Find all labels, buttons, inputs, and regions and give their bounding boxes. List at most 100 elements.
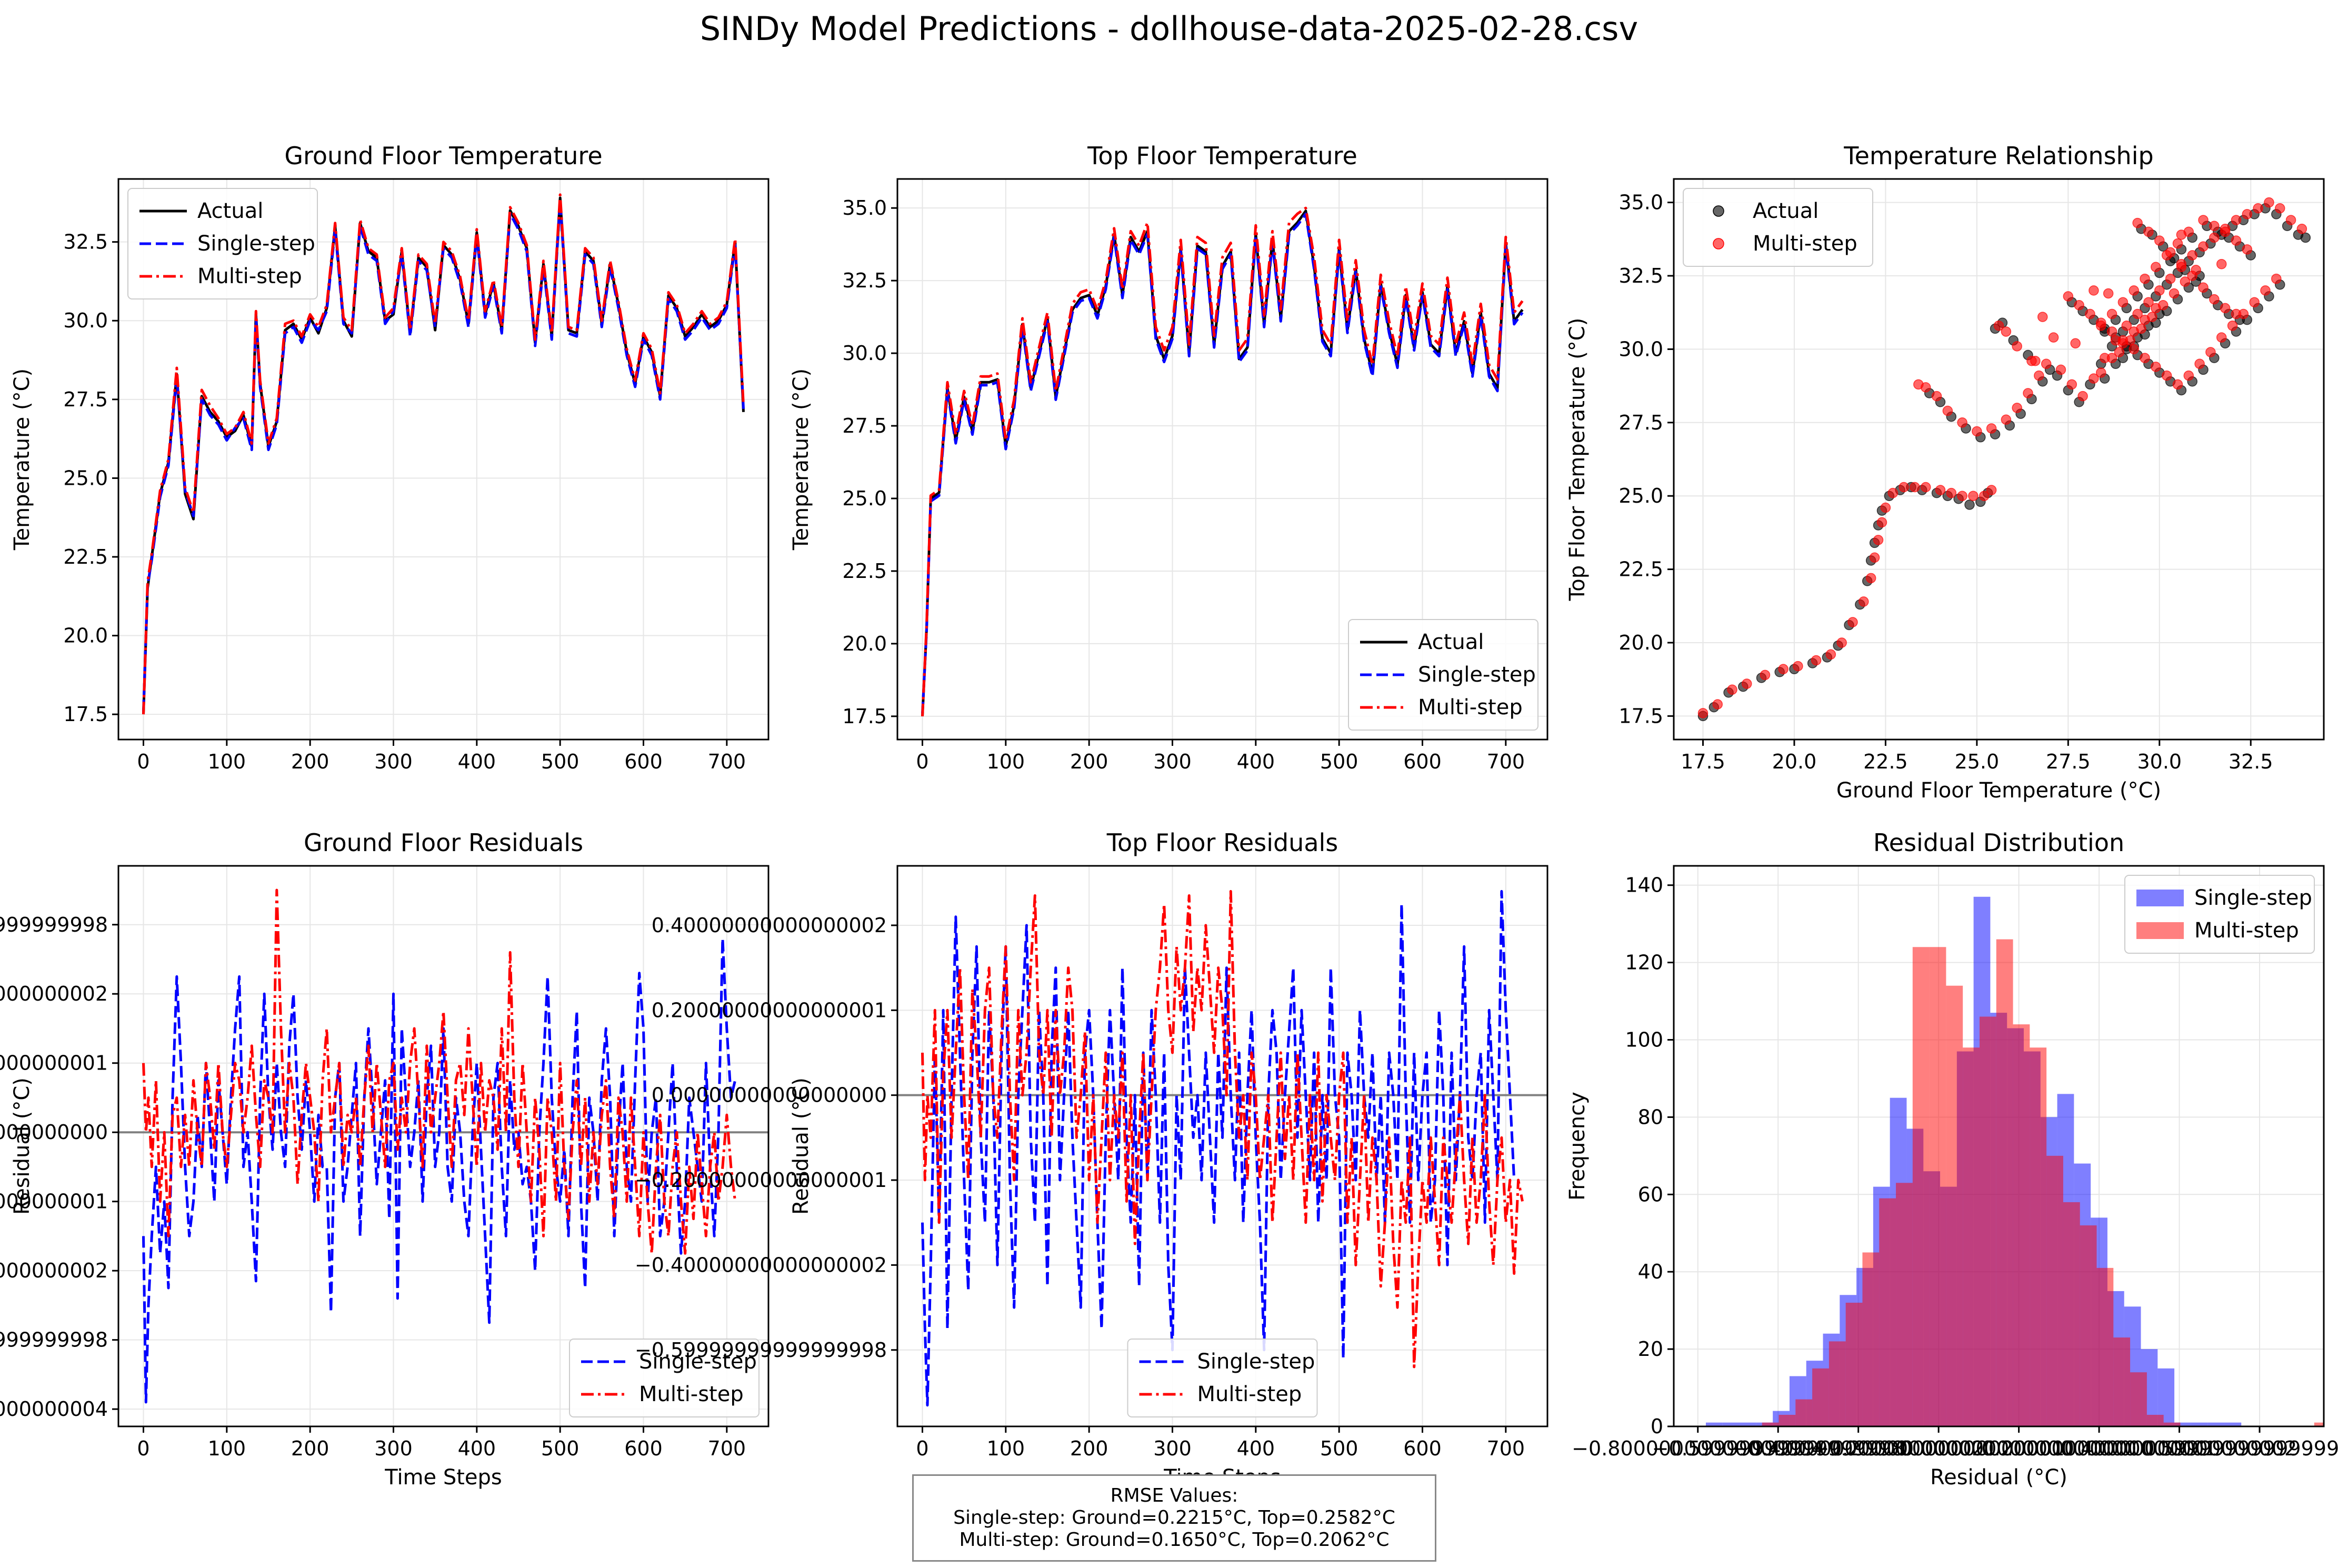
- scatter-point: [2129, 285, 2139, 296]
- histogram-bar: [2224, 1422, 2242, 1426]
- scatter-point: [2103, 288, 2114, 299]
- scatter-point: [2161, 370, 2172, 381]
- scatter-point: [2260, 285, 2271, 296]
- y-tick-label: 140: [1625, 874, 1663, 897]
- y-tick-label: 30.0: [63, 309, 108, 332]
- legend-entry: Actual: [197, 199, 263, 223]
- x-tick-label: −0.80000000000000004: [1572, 1437, 1824, 1460]
- histogram-bar: [2130, 1372, 2147, 1426]
- scatter-point: [1993, 321, 2004, 331]
- x-tick-label: 22.5: [1863, 750, 1908, 773]
- y-tick-label: 32.5: [842, 269, 887, 292]
- scatter-point: [1793, 661, 1803, 672]
- y-tick-label: 27.5: [842, 414, 887, 437]
- axes-frame: [1673, 178, 2325, 741]
- y-tick-label: 0.59999999999999998: [0, 913, 108, 936]
- y-tick-label: 32.5: [63, 231, 108, 254]
- scatter-point: [2117, 297, 2129, 307]
- scatter-point: [2209, 221, 2220, 231]
- histogram-bar: [1845, 1302, 1863, 1426]
- y-tick-label: 17.5: [1618, 704, 1663, 727]
- scatter-point: [2194, 358, 2205, 369]
- scatter-point: [2121, 321, 2132, 331]
- y-axis-label: Residual (°C): [10, 1077, 34, 1215]
- scatter-point: [2063, 291, 2074, 302]
- legend-box: [1127, 1339, 1318, 1417]
- x-tick-label: 500: [1320, 750, 1358, 773]
- scatter-point: [1697, 708, 1708, 718]
- x-tick-label: 25.0: [1955, 750, 2000, 773]
- scatter-point: [2023, 388, 2033, 398]
- legend-box: [1348, 619, 1538, 731]
- scatter-point: [2089, 373, 2099, 384]
- rmse-multi-step: Multi-step: Ground=0.1650°C, Top=0.2062°…: [959, 1529, 1390, 1551]
- scatter-point: [1847, 617, 1858, 627]
- series-line-multi-step: [921, 206, 1524, 717]
- legend-entry: Multi-step: [639, 1382, 744, 1406]
- scatter-point: [2169, 288, 2180, 299]
- subplot-title: Top Floor Residuals: [1106, 828, 1338, 857]
- legend-patch: [2136, 890, 2184, 906]
- scatter-point: [2300, 232, 2311, 243]
- y-tick-label: 30.0: [1618, 337, 1663, 361]
- grid: [1674, 179, 2324, 740]
- scatter-point: [1931, 391, 1942, 402]
- histogram-bar: [1762, 1422, 1779, 1426]
- scatter-point: [1836, 637, 1847, 648]
- scatter-point: [2198, 215, 2209, 225]
- scatter-point: [1873, 535, 1884, 545]
- series-line-multi-step: [142, 193, 745, 715]
- axes-frame: [1673, 865, 2325, 1427]
- y-tick-label: 0.00000000000000000: [652, 1084, 887, 1107]
- series-line-single-step: [921, 890, 1516, 1407]
- scatter-point: [2132, 217, 2143, 228]
- legend-entry: Single-step: [2194, 886, 2312, 910]
- x-tick-label: 0.20000000000000001: [1981, 1437, 2216, 1460]
- y-tick-label: 17.5: [63, 703, 108, 726]
- scatter-point: [2242, 244, 2253, 255]
- x-tick-label: 20.0: [1772, 750, 1817, 773]
- scatter-point: [2176, 258, 2187, 269]
- scatter-point: [2191, 265, 2201, 275]
- histogram-bar: [1963, 1047, 1980, 1426]
- subplot-title: Residual Distribution: [1873, 828, 2124, 857]
- scatter-point: [2034, 370, 2044, 381]
- scatter-point: [1972, 426, 1982, 437]
- scatter-point: [1859, 596, 1869, 607]
- legend: Single-step Multi-step: [569, 1339, 760, 1417]
- y-tick-label: −0.20000000000000001: [635, 1168, 887, 1192]
- figure-title: SINDy Model Predictions - dollhouse-data…: [700, 9, 1638, 48]
- scatter-point: [2220, 303, 2231, 314]
- legend-entry: Single-step: [639, 1350, 757, 1374]
- x-tick-label: 400: [458, 1437, 496, 1460]
- subplot-title: Temperature Relationship: [1843, 142, 2153, 170]
- x-tick-label: 300: [1153, 750, 1192, 773]
- histogram-bar: [1929, 947, 1946, 1426]
- scatter-point: [1964, 500, 1975, 510]
- subplot-residual-distribution: −0.80000000000000004−0.59999999999999998…: [1565, 828, 2338, 1490]
- scatter-point: [1742, 678, 1752, 689]
- scatter-point: [2216, 332, 2227, 343]
- scatter-point: [2117, 335, 2129, 346]
- histogram-bar: [2063, 1202, 2080, 1426]
- histogram-bar: [1979, 1016, 1996, 1426]
- scatter-point: [2198, 282, 2209, 293]
- plot-area: [142, 193, 745, 715]
- scatter-point: [2154, 285, 2165, 296]
- scatter-point: [1910, 482, 1920, 493]
- x-tick-label: 700: [708, 1437, 746, 1460]
- scatter-point: [2048, 332, 2059, 343]
- legend-entry: Multi-step: [1753, 232, 1857, 256]
- scatter-point: [2001, 326, 2012, 337]
- scatter-point: [1942, 405, 1953, 416]
- y-axis-label: Top Floor Temperature (°C): [1565, 318, 1590, 602]
- scatter-point: [2074, 300, 2084, 311]
- scatter-point: [2143, 226, 2154, 237]
- x-tick-label: 700: [708, 750, 746, 773]
- y-tick-label: 0.40000000000000002: [652, 914, 887, 937]
- scatter-point: [2151, 262, 2161, 273]
- x-tick-label: 600: [624, 750, 663, 773]
- rmse-single-step: Single-step: Ground=0.2215°C, Top=0.2582…: [953, 1507, 1395, 1529]
- y-tick-label: −0.20000000000000001: [0, 1190, 108, 1213]
- scatter-point: [2114, 347, 2125, 357]
